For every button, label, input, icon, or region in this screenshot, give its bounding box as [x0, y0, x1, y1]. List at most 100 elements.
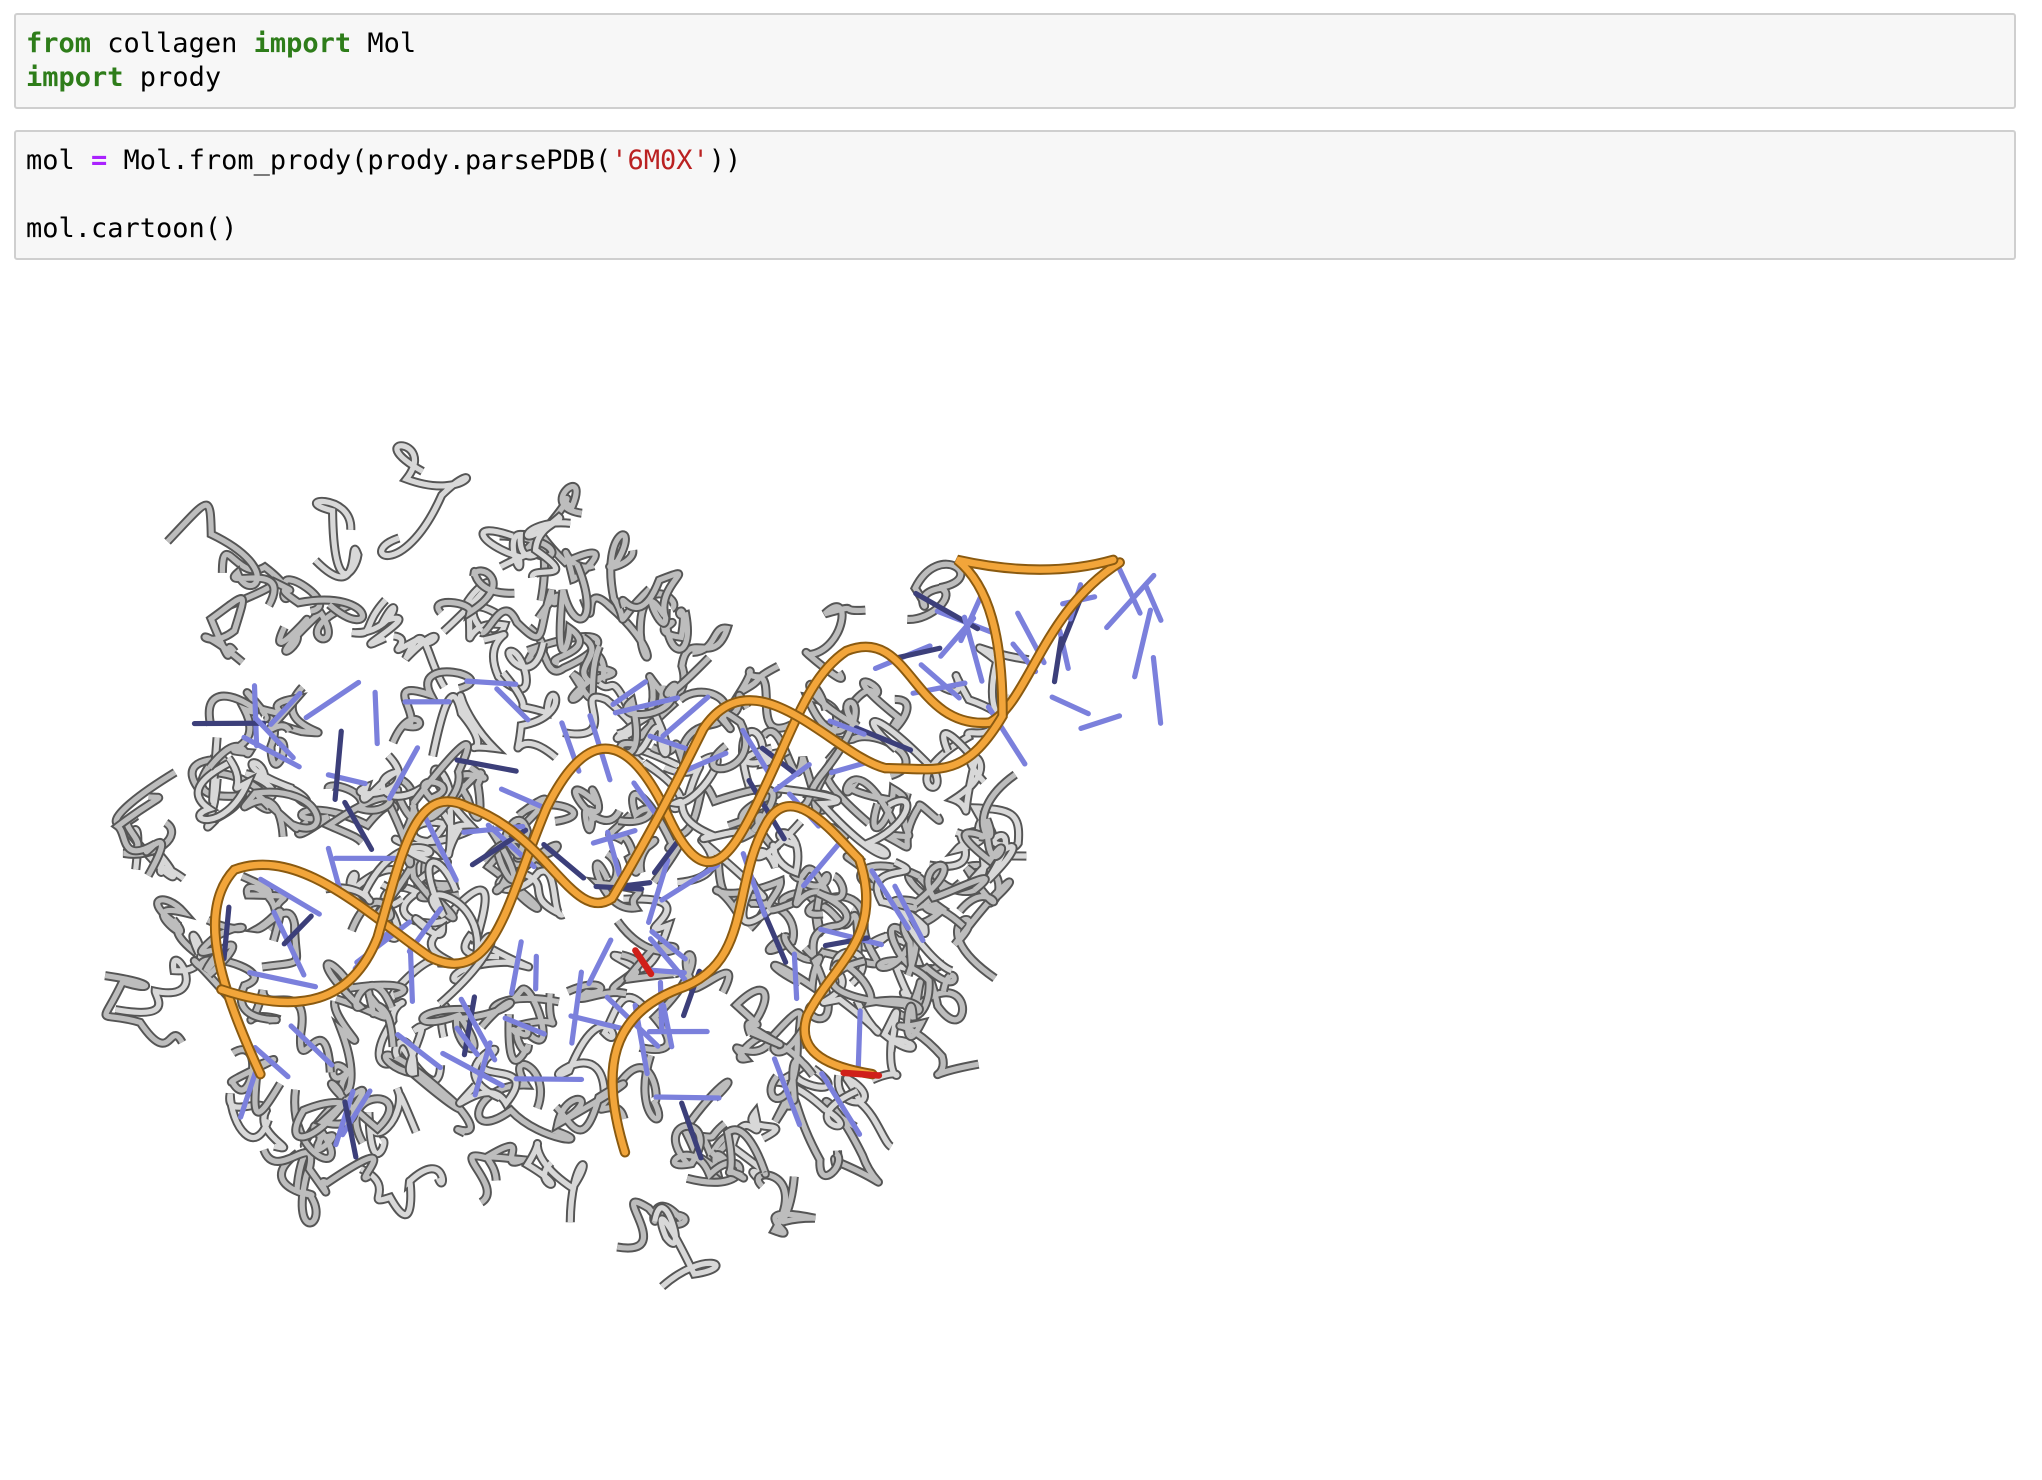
ribbon	[843, 777, 907, 831]
code-token: =	[91, 145, 108, 176]
ribbon	[155, 897, 216, 968]
base-stick	[772, 761, 812, 793]
base-stick	[660, 1002, 675, 1050]
ribbon	[724, 1127, 768, 1181]
nucleic-backbone	[209, 554, 1125, 1158]
ribbon	[907, 561, 964, 623]
ribbon	[113, 794, 165, 877]
base-stick	[869, 868, 911, 931]
code-cell[interactable]: from collagen import Mol import prody	[14, 13, 2016, 109]
ribbon	[390, 669, 474, 744]
ribbon	[755, 1172, 816, 1236]
base-stick	[541, 841, 587, 881]
base-stick	[472, 1040, 493, 1098]
ribbon	[732, 663, 798, 731]
ribbon	[639, 952, 732, 1053]
code-line: mol = Mol.from_prody(prody.parsePDB('6M0…	[26, 144, 2004, 178]
base-stick	[342, 799, 375, 852]
base-stick	[679, 1100, 704, 1161]
base-stick	[238, 1070, 258, 1120]
base-stick	[303, 679, 362, 721]
base-stick	[325, 845, 343, 894]
base-stick	[1078, 713, 1123, 731]
ribbon	[803, 873, 850, 958]
ribbon	[351, 598, 402, 647]
code-token: import	[253, 28, 352, 59]
base-stick	[894, 645, 943, 661]
ribbon	[411, 742, 471, 821]
base-stick	[454, 757, 519, 774]
ribbon	[667, 754, 743, 842]
ribbon	[241, 873, 287, 932]
ribbon	[359, 1166, 446, 1218]
molecule-cartoon	[101, 441, 1164, 1291]
ribbon	[165, 502, 277, 607]
ribbon	[870, 694, 1013, 790]
base-stick	[827, 718, 867, 737]
ribbon	[573, 787, 622, 833]
ribbon	[242, 789, 320, 837]
code-token: mol	[26, 145, 92, 176]
code-token: '6M0X'	[611, 145, 709, 176]
base-stick	[586, 937, 614, 987]
ribbon	[652, 1205, 719, 1289]
base-stick	[590, 828, 638, 846]
base-stick	[395, 1032, 443, 1071]
code-token: Mol.from_prody(prody.parsePDB(	[107, 145, 612, 176]
base-stick	[1143, 583, 1164, 623]
base-stick	[454, 1025, 480, 1058]
ribbon	[962, 772, 1017, 865]
base-stick	[612, 695, 681, 716]
base-stick	[342, 1099, 359, 1160]
base-stick	[372, 689, 380, 747]
ribbon	[552, 563, 590, 666]
ribbon	[469, 1143, 534, 1205]
ribbon	[524, 513, 571, 578]
base-stick	[818, 926, 885, 948]
base-stick	[855, 1008, 863, 1070]
ribbon	[366, 1087, 419, 1157]
base-stick	[569, 969, 584, 1046]
ribbon	[382, 776, 419, 867]
base-stick	[647, 936, 688, 982]
base-stick	[740, 727, 771, 775]
base-stick	[461, 994, 478, 1058]
base-stick	[440, 1050, 505, 1089]
ribbon	[191, 957, 279, 1023]
code-token: ))	[708, 145, 742, 176]
code-line: mol.cartoon()	[26, 212, 2004, 246]
ribbon	[553, 1081, 626, 1133]
ribbon	[501, 671, 559, 760]
base-stick	[252, 1045, 291, 1080]
base-stick	[258, 876, 322, 917]
base-stick	[288, 1023, 335, 1068]
ribbon	[335, 984, 396, 1048]
ribbon	[483, 631, 546, 692]
base-stick	[1116, 566, 1143, 616]
ribbon	[607, 532, 652, 622]
ribbon	[114, 932, 204, 1016]
base-stick	[892, 883, 926, 943]
base-stick	[771, 1056, 803, 1128]
base-stick	[340, 1088, 373, 1138]
base-stick	[509, 939, 524, 996]
base-stick	[407, 938, 415, 1004]
code-line: import prody	[26, 61, 2004, 95]
strand	[218, 556, 1117, 1006]
ribbon	[202, 596, 246, 665]
base-stick	[819, 1070, 863, 1137]
ribbon	[476, 1062, 574, 1142]
ribbon	[897, 1003, 979, 1078]
code-token: mol.cartoon()	[26, 213, 238, 244]
code-token: collagen	[91, 28, 254, 59]
base-stick	[241, 734, 302, 770]
base-stick	[386, 745, 421, 801]
ribbon	[277, 602, 351, 654]
code-cell[interactable]: mol = Mol.from_prody(prody.parsePDB('6M0…	[14, 130, 2016, 260]
base-stick	[791, 951, 800, 1002]
base-stick	[646, 857, 671, 925]
strand	[211, 559, 1123, 1078]
ribbon	[590, 851, 642, 911]
ribbon	[103, 973, 185, 1046]
